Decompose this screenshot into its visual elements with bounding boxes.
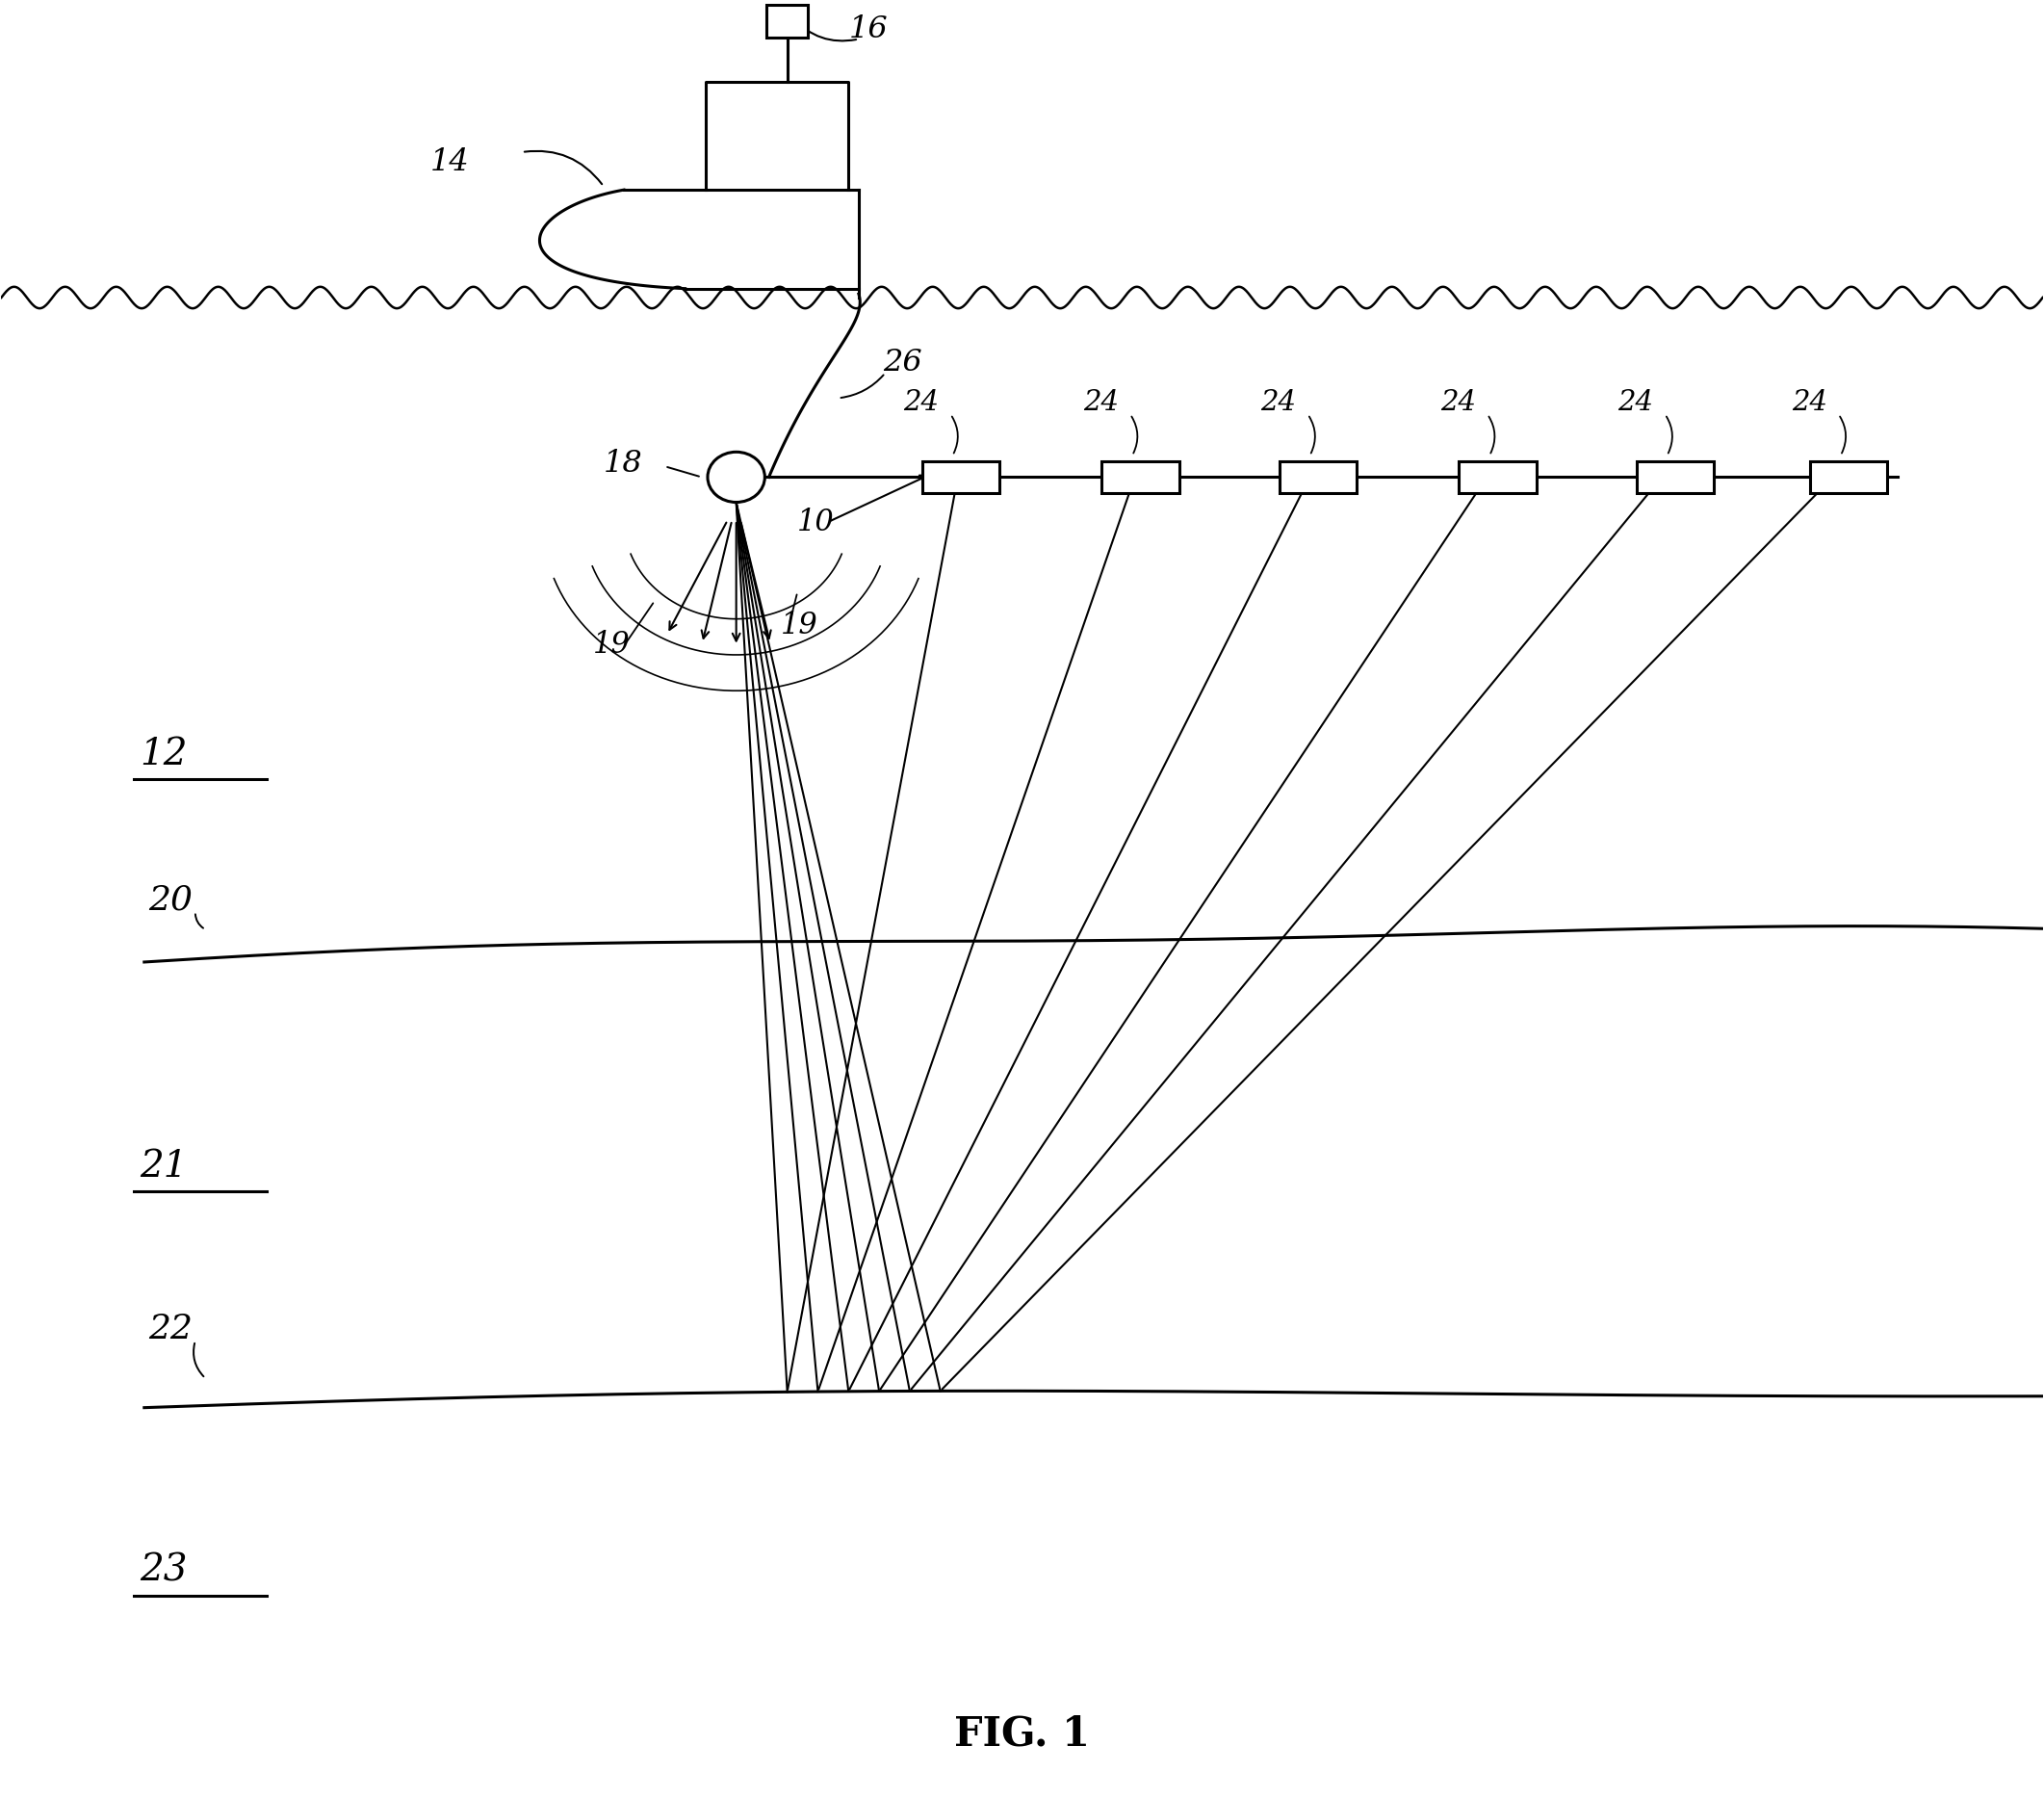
Text: 18: 18	[603, 448, 642, 478]
FancyBboxPatch shape	[1809, 460, 1887, 493]
Text: 16: 16	[848, 14, 887, 43]
FancyBboxPatch shape	[1280, 460, 1357, 493]
Text: 24: 24	[1441, 390, 1476, 417]
FancyBboxPatch shape	[1102, 460, 1179, 493]
Text: 20: 20	[149, 885, 192, 917]
Text: 14: 14	[429, 147, 470, 176]
Text: 12: 12	[141, 737, 188, 771]
Text: 10: 10	[797, 507, 834, 538]
Circle shape	[707, 451, 764, 502]
Text: 26: 26	[883, 349, 922, 378]
FancyBboxPatch shape	[1459, 460, 1537, 493]
Text: 21: 21	[141, 1149, 188, 1185]
Text: 22: 22	[149, 1313, 192, 1345]
Text: FIG. 1: FIG. 1	[955, 1713, 1089, 1755]
Text: 24: 24	[1793, 390, 1827, 417]
FancyBboxPatch shape	[766, 5, 807, 38]
Text: 19: 19	[593, 629, 632, 660]
Text: 19: 19	[781, 610, 818, 640]
FancyBboxPatch shape	[1637, 460, 1715, 493]
Text: 24: 24	[1083, 390, 1118, 417]
Text: 23: 23	[141, 1553, 188, 1589]
Text: 24: 24	[1261, 390, 1296, 417]
Text: 24: 24	[903, 390, 940, 417]
FancyBboxPatch shape	[922, 460, 1000, 493]
Text: 24: 24	[1619, 390, 1654, 417]
